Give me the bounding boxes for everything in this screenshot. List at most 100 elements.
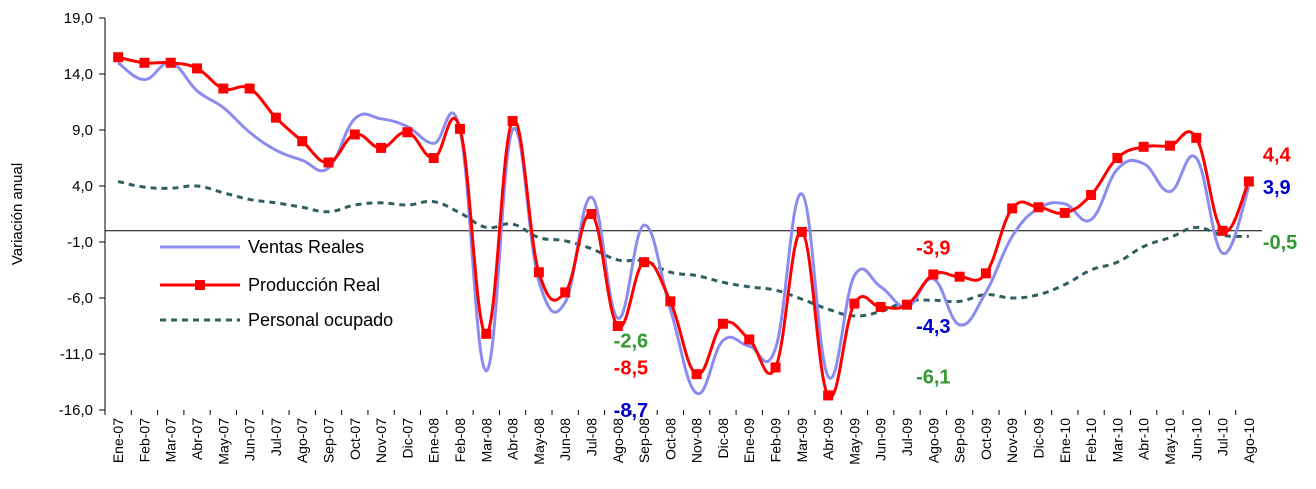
x-tick-label: Mar-07 [163,418,179,463]
data-annotation: -4,3 [916,316,950,338]
y-tick-label: -1,0 [67,234,93,251]
x-tick-label: Ago-07 [294,418,310,463]
y-tick-label: 14,0 [64,66,93,83]
x-tick-label: Sep-09 [952,418,968,463]
x-tick-label: Ene-07 [110,418,126,463]
x-tick-label: Jun-09 [873,418,889,461]
data-point-marker [349,129,360,140]
data-point-marker [796,226,807,237]
data-point-marker [192,63,203,74]
data-point-marker [954,271,965,282]
x-tick-label: Ene-10 [1057,418,1073,463]
y-tick-label: -6,0 [67,290,93,307]
y-axis-label: Variación anual [9,163,26,265]
data-point-marker [770,362,781,373]
axes [104,18,1262,410]
y-tick-label: 9,0 [72,122,93,139]
x-tick-label: Dic-08 [715,418,731,459]
x-tick-label: Ago-10 [1241,418,1257,463]
x-tick-label: Abr-09 [820,418,836,460]
data-point-marker [849,298,860,309]
data-point-marker [1086,189,1097,200]
x-tick-label: Feb-09 [768,418,784,463]
legend-label: Personal ocupado [248,310,393,330]
data-point-marker [139,57,150,68]
x-tick-label: Feb-08 [452,418,468,463]
data-point-marker [823,390,834,401]
data-point-marker [560,287,571,298]
data-point-marker [1007,203,1018,214]
x-tick-label: Oct-09 [978,418,994,460]
y-axis-ticks: 19,0 14,0 9,0 4,0 -1,0 -6,0 -11,0 -16,0 [59,10,105,419]
y-tick-label: 19,0 [64,10,93,27]
data-point-marker [1112,153,1123,163]
x-tick-label: Nov-09 [1004,418,1020,463]
x-tick-label: Oct-07 [347,418,363,460]
data-point-marker [665,296,676,307]
x-tick-label: Jun-10 [1188,418,1204,461]
legend-label: Ventas Reales [248,237,364,257]
y-tick-label: -16,0 [59,402,93,419]
x-tick-label: Jul-10 [1215,418,1231,456]
data-point-marker [639,257,650,268]
data-point-marker [376,142,387,153]
series-layer [113,52,1254,401]
x-tick-label: Mar-08 [478,418,494,463]
x-tick-label: May-08 [531,418,547,465]
data-point-marker [165,57,176,68]
x-tick-label: Jun-08 [557,418,573,461]
data-point-marker [270,112,281,123]
x-tick-label: Nov-08 [689,418,705,463]
data-point-marker [1191,132,1202,143]
data-point-marker [218,83,229,94]
data-point-marker [612,321,623,331]
series-personal-ocupado [117,180,1249,318]
data-point-marker [533,267,544,278]
x-tick-label: Dic-09 [1030,418,1046,459]
series-producción-real [113,52,1254,401]
x-tick-label: May-10 [1162,418,1178,465]
legend: Ventas Reales Producción Real Personal ocu… [160,237,393,330]
data-point-marker [297,136,308,147]
data-point-marker [1033,202,1044,213]
data-annotation: 3,9 [1263,177,1291,199]
data-point-marker [980,268,991,279]
x-tick-label: Jul-07 [268,418,284,456]
data-annotation: -8,7 [614,400,648,422]
x-tick-label: Ago-08 [610,418,626,463]
data-annotation: -3,9 [916,238,950,260]
data-point-marker [717,318,728,329]
x-tick-label: Oct-08 [662,418,678,460]
data-point-marker [1217,225,1228,236]
x-tick-label: Abr-07 [189,418,205,460]
x-tick-label: Abr-08 [505,418,521,460]
data-point-marker [1138,141,1149,152]
x-tick-label: Dic-07 [399,418,415,459]
data-point-marker [428,153,439,163]
data-point-marker [1243,176,1254,187]
x-tick-label: May-07 [215,418,231,465]
series-line [117,180,1249,318]
data-point-marker [1059,207,1070,218]
data-point-marker [875,301,886,312]
data-point-marker [113,52,124,63]
legend-marker [195,280,205,290]
x-tick-label: Ene-08 [426,418,442,463]
x-axis-ticks: Ene-07 Feb-07 Mar-07 Abr-07 May-07 Jun-07 Jul-… [104,410,1257,465]
x-tick-label: Sep-07 [321,418,337,463]
x-tick-label: Sep-08 [636,418,652,463]
annotations: 4,4 3,9 -0,5 -3,9 -4,3 -6,1 -2,6 -8,5 -8,7 [614,145,1298,422]
data-point-marker [507,116,518,127]
data-point-marker [454,123,465,134]
x-tick-label: Jul-09 [899,418,915,456]
data-point-marker [1164,140,1175,151]
x-tick-label: Feb-10 [1083,418,1099,463]
y-tick-label: 4,0 [72,178,93,195]
x-tick-label: Jul-08 [583,418,599,456]
x-tick-label: May-09 [846,418,862,465]
y-tick-label: -11,0 [60,346,93,363]
data-point-marker [691,369,702,380]
data-annotation: -6,1 [916,366,950,388]
